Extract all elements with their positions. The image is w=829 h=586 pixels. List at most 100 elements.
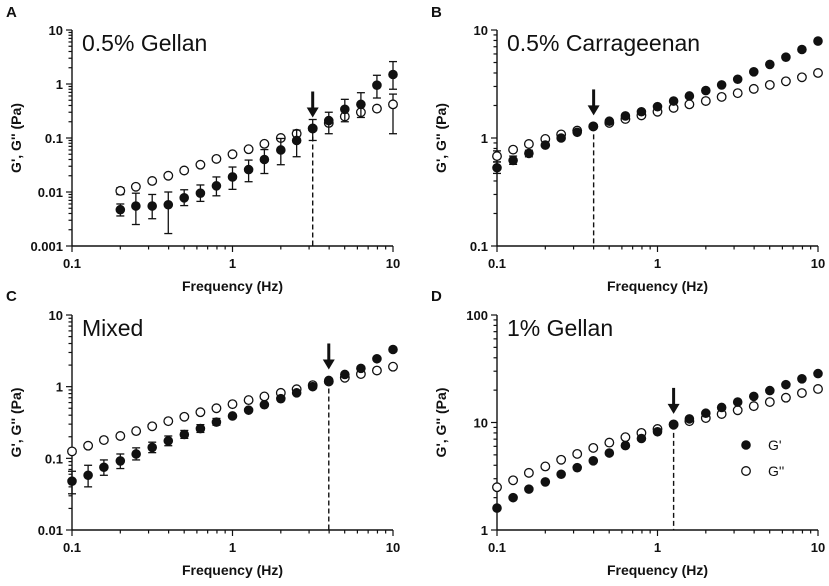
legend-label: G' — [768, 437, 782, 453]
chart-title: 0.5% Gellan — [82, 30, 207, 56]
y-tick-label: 1 — [56, 77, 63, 92]
x-tick-label: 10 — [811, 540, 825, 555]
data-point-g-double-prime — [764, 79, 775, 90]
data-point-g-prime — [701, 408, 711, 419]
data-point-g-prime — [276, 145, 286, 155]
data-point-g-double-prime — [115, 185, 126, 196]
data-point-g-double-prime — [813, 384, 823, 394]
data-point-g-double-prime — [243, 144, 254, 155]
y-tick-label: 1 — [56, 380, 63, 395]
chart-panel-b: B 0.1 1 10 0.1 1 10 Frequency (Hz) G', G'' (Pa) 0… — [431, 4, 825, 294]
data-point-g-double-prime — [700, 96, 711, 106]
data-point-g-double-prime — [227, 149, 238, 160]
y-axis-label: G', G'' (Pa) — [8, 388, 24, 458]
data-point-g-prime — [163, 436, 174, 446]
data-point-g-prime — [636, 433, 647, 444]
x-tick-label: 0.1 — [63, 540, 81, 555]
data-point-g-prime — [243, 405, 254, 415]
data-point-g-double-prime — [163, 170, 174, 181]
data-point-g-prime — [259, 154, 270, 165]
legend-label: G'' — [768, 463, 784, 479]
chart-title: 0.5% Carrageenan — [507, 30, 700, 56]
x-axis-label: Frequency (Hz) — [182, 278, 283, 294]
data-point-g-prime — [195, 188, 206, 199]
data-point-g-double-prime — [523, 467, 534, 478]
data-point-g-prime — [813, 36, 823, 46]
legend-marker-open — [741, 466, 751, 476]
data-point-g-prime — [307, 123, 318, 134]
data-point-g-double-prime — [796, 72, 807, 83]
data-point-g-double-prime — [508, 475, 519, 486]
y-tick-label: 10 — [474, 23, 488, 38]
data-point-g-double-prime — [130, 181, 141, 192]
data-point-g-prime — [797, 44, 807, 55]
data-point-g-prime — [556, 133, 566, 143]
x-axis-label: Frequency (Hz) — [182, 562, 283, 578]
panel-letter: B — [431, 4, 442, 21]
data-point-g-double-prime — [388, 99, 398, 110]
data-point-g-prime — [604, 116, 615, 127]
data-point-g-prime — [556, 469, 566, 480]
data-point-g-prime — [797, 373, 807, 384]
series-g-prime — [115, 60, 398, 235]
data-point-g-double-prime — [227, 399, 238, 410]
x-tick-label: 1 — [654, 256, 661, 271]
data-point-g-double-prime — [732, 88, 743, 99]
data-point-g-double-prime — [195, 407, 206, 418]
data-point-g-prime — [524, 148, 534, 159]
data-point-g-double-prime — [620, 432, 631, 443]
x-tick-label: 1 — [654, 540, 661, 555]
y-tick-label: 100 — [466, 308, 488, 323]
arrow-head — [587, 105, 600, 116]
y-axis-label: G', G'' (Pa) — [433, 388, 449, 458]
data-point-g-prime — [572, 127, 582, 138]
data-point-g-prime — [259, 399, 270, 410]
series-g-double-prime — [115, 93, 398, 196]
data-point-g-double-prime — [813, 68, 823, 78]
data-point-g-double-prime — [588, 442, 599, 453]
data-point-g-double-prime — [211, 403, 222, 414]
data-point-g-double-prime — [748, 83, 759, 94]
x-tick-label: 10 — [811, 256, 825, 271]
data-point-g-prime — [340, 104, 350, 115]
data-point-g-prime — [652, 426, 663, 437]
data-point-g-double-prime — [83, 440, 94, 451]
data-point-g-prime — [668, 420, 679, 430]
data-point-g-double-prime — [131, 426, 142, 437]
data-point-g-prime — [323, 115, 334, 126]
data-point-g-prime — [147, 201, 157, 211]
data-point-g-double-prime — [572, 448, 583, 459]
data-point-g-prime — [83, 470, 93, 481]
data-point-g-prime — [195, 423, 206, 434]
data-point-g-prime — [765, 385, 775, 396]
data-point-g-double-prime — [179, 165, 190, 176]
data-point-g-double-prime — [243, 395, 254, 406]
y-tick-label: 10 — [49, 308, 63, 323]
series-g-prime — [492, 36, 823, 175]
data-point-g-prime — [588, 121, 599, 132]
data-point-g-prime — [588, 456, 599, 466]
y-tick-label: 0.001 — [30, 239, 63, 254]
y-tick-label: 0.1 — [470, 239, 488, 254]
data-point-g-double-prime — [259, 391, 270, 402]
panel-letter: A — [6, 4, 17, 21]
data-point-g-double-prime — [732, 405, 743, 416]
data-point-g-prime — [291, 388, 302, 398]
data-point-g-prime — [211, 181, 222, 191]
data-point-g-prime — [388, 69, 398, 80]
data-point-g-prime — [604, 448, 615, 458]
crossover-arrow-icon — [667, 387, 680, 414]
data-point-g-double-prime — [371, 103, 382, 114]
y-tick-label: 1 — [481, 131, 488, 146]
data-point-g-prime — [732, 397, 743, 407]
data-point-g-prime — [748, 391, 759, 402]
x-axis-label: Frequency (Hz) — [607, 562, 708, 578]
data-point-g-double-prime — [147, 421, 158, 432]
x-axis-label: Frequency (Hz) — [607, 278, 708, 294]
data-point-g-prime — [524, 484, 534, 494]
arrow-head — [306, 107, 319, 118]
data-point-g-double-prime — [195, 159, 206, 170]
data-point-g-prime — [179, 193, 189, 203]
